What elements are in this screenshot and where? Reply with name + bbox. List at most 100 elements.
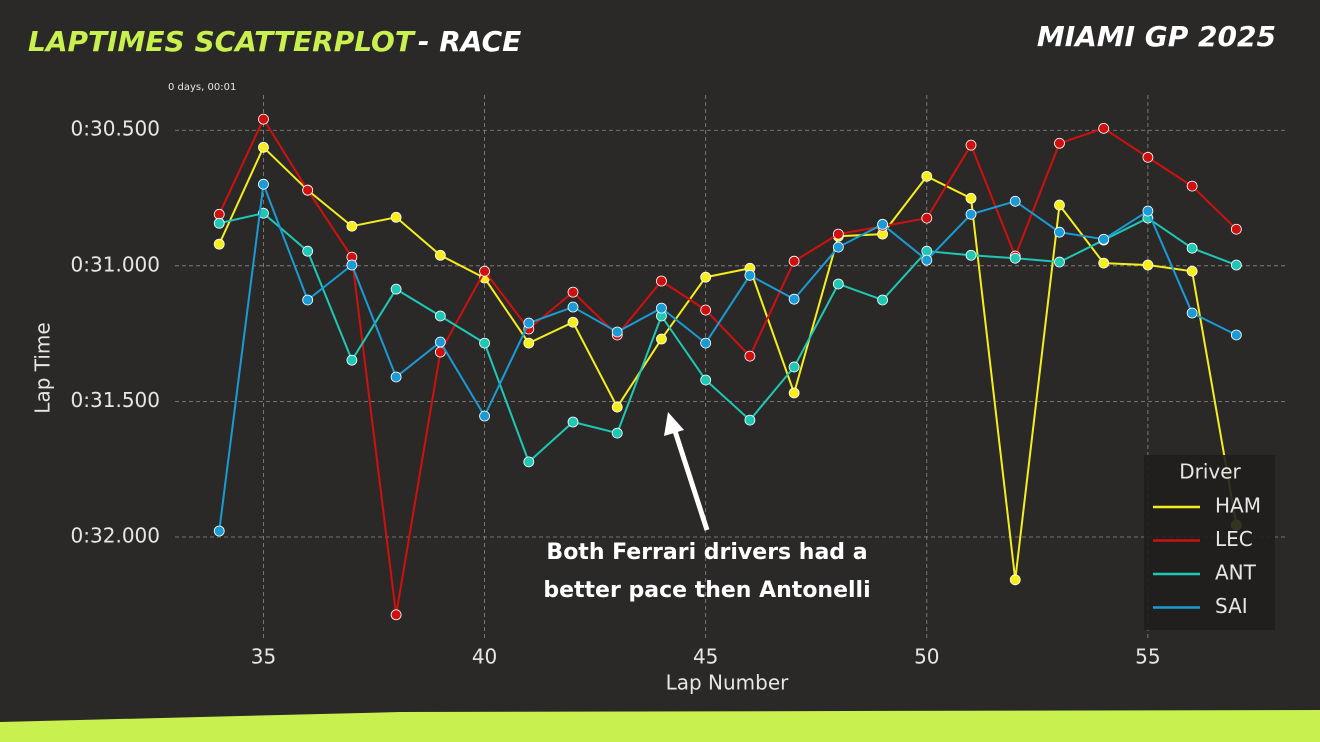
legend-label: SAI xyxy=(1215,594,1248,618)
lap-point xyxy=(258,178,269,190)
chart-title: LAPTIMES SCATTERPLOT - RACE xyxy=(28,25,521,58)
lap-point xyxy=(213,525,225,537)
lap-point xyxy=(965,208,977,220)
x-tick-label: 40 xyxy=(472,645,497,669)
lap-point xyxy=(479,337,490,349)
lap-point xyxy=(1142,205,1154,217)
lap-point xyxy=(1098,122,1110,134)
y-axis-label: Lap Time xyxy=(31,322,55,413)
x-tick-label: 50 xyxy=(914,645,939,669)
lap-point xyxy=(302,294,314,306)
lap-point xyxy=(258,141,269,153)
lap-point xyxy=(1054,256,1065,268)
lap-point xyxy=(1186,265,1198,277)
lap-point xyxy=(346,354,358,366)
lap-point xyxy=(1098,233,1110,245)
y-tick-label: 0:30.500 xyxy=(71,117,160,141)
lap-point xyxy=(523,317,535,329)
lap-point xyxy=(788,255,800,267)
legend-label: LEC xyxy=(1215,527,1253,551)
series-line xyxy=(218,117,1238,615)
lap-point xyxy=(832,228,844,240)
event-title: MIAMI GP 2025 xyxy=(1037,20,1276,53)
lap-point xyxy=(302,184,314,196)
lap-point xyxy=(523,456,535,468)
lap-point xyxy=(700,374,712,386)
lap-point xyxy=(832,241,844,253)
lap-point xyxy=(877,218,888,230)
legend: Driver HAM LEC ANT SAI xyxy=(1144,455,1275,630)
y-tick-label: 0:31.000 xyxy=(71,252,160,276)
lap-point xyxy=(611,427,623,439)
lap-point xyxy=(479,410,490,422)
lap-point xyxy=(1230,329,1242,341)
annotation-arrow xyxy=(671,427,710,531)
annotation-line: better pace then Antonelli xyxy=(543,578,870,603)
annotation-line: Both Ferrari drivers had a xyxy=(546,540,867,565)
title-main: LAPTIMES SCATTERPLOT xyxy=(28,25,416,58)
x-tick-label: 55 xyxy=(1135,645,1160,669)
lap-point xyxy=(611,326,623,338)
lap-point xyxy=(390,609,402,621)
lap-point xyxy=(1054,199,1065,211)
lap-point xyxy=(523,337,535,349)
lap-point xyxy=(567,301,579,313)
lap-point xyxy=(921,170,933,182)
lap-point xyxy=(567,316,579,328)
lap-point xyxy=(921,245,933,257)
lap-point xyxy=(877,294,888,306)
lap-point xyxy=(213,217,225,229)
lap-point xyxy=(744,269,756,281)
legend-title: Driver xyxy=(1179,460,1241,484)
lap-point xyxy=(744,414,756,426)
lap-point xyxy=(921,212,933,224)
plot-area xyxy=(213,113,1242,621)
lap-point xyxy=(213,238,225,250)
lap-point xyxy=(832,278,844,290)
series-line xyxy=(218,145,1238,580)
lap-point xyxy=(1186,307,1198,319)
lap-point xyxy=(965,249,977,261)
lap-point xyxy=(700,337,712,349)
lap-point xyxy=(788,387,800,399)
lap-point xyxy=(1054,137,1065,149)
lap-point xyxy=(302,245,314,257)
lap-point xyxy=(1142,259,1154,271)
lap-point xyxy=(1186,180,1198,192)
lap-point xyxy=(434,249,446,261)
lap-point xyxy=(434,336,446,348)
lap-point xyxy=(1186,242,1198,254)
lap-point xyxy=(434,310,446,322)
lap-point xyxy=(744,350,756,362)
legend-label: HAM xyxy=(1215,494,1261,518)
lap-point xyxy=(1230,259,1242,271)
lap-point xyxy=(479,265,490,277)
lap-point xyxy=(1230,223,1242,235)
y-offset-label: 0 days, 00:01 xyxy=(168,82,236,93)
lap-point xyxy=(213,208,225,220)
title-suffix: - RACE xyxy=(418,25,521,58)
lap-point xyxy=(656,333,667,345)
lap-point xyxy=(656,302,667,314)
lap-point xyxy=(390,283,402,295)
series-line xyxy=(218,183,1237,532)
lap-point xyxy=(1142,151,1154,163)
legend-box xyxy=(1144,455,1275,630)
x-tick-label: 35 xyxy=(251,645,276,669)
lap-point xyxy=(1009,574,1021,586)
lap-point xyxy=(965,139,977,151)
lap-point xyxy=(567,286,579,298)
lap-point xyxy=(656,275,667,287)
arrow-head xyxy=(664,412,684,436)
lap-point xyxy=(258,113,269,125)
lap-point xyxy=(346,220,358,232)
lap-point xyxy=(965,192,977,204)
lap-point xyxy=(567,416,579,428)
lap-point xyxy=(1098,257,1110,269)
lap-point xyxy=(1009,252,1021,264)
lap-point xyxy=(921,254,933,266)
lap-point xyxy=(788,293,800,305)
lap-point xyxy=(346,259,358,271)
